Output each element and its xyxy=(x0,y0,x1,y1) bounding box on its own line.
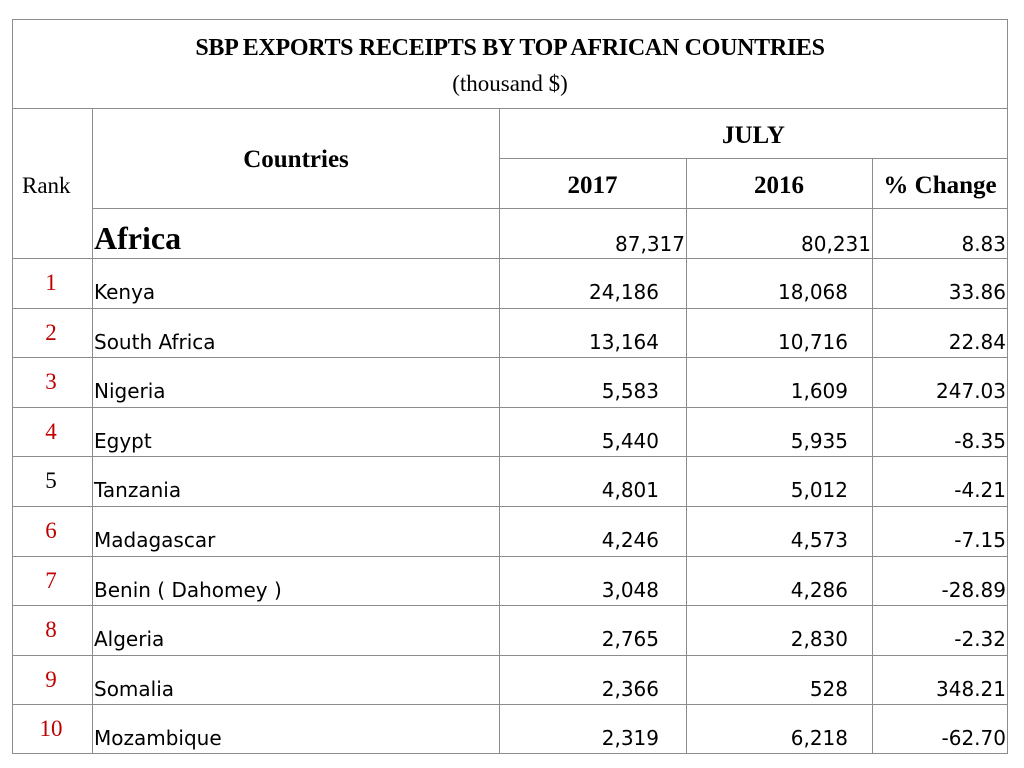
row-rank: 4 xyxy=(45,419,57,444)
year-2016-header: 2016 xyxy=(754,172,804,199)
row-2017: 4,246 xyxy=(601,528,659,552)
countries-column-divider xyxy=(499,108,500,754)
row-2016: 4,573 xyxy=(790,528,848,552)
row-2016: 2,830 xyxy=(790,627,848,651)
row-2017: 3,048 xyxy=(601,578,659,602)
row-rank: 10 xyxy=(39,716,63,741)
row-2017: 24,186 xyxy=(589,280,659,304)
row-rank: 8 xyxy=(45,617,57,642)
row-change: -4.21 xyxy=(954,478,1006,502)
period-header: JULY xyxy=(722,122,785,149)
rank-column-divider xyxy=(92,108,93,754)
row-country: South Africa xyxy=(94,330,216,354)
row-change: 348.21 xyxy=(936,677,1006,701)
row-change: 247.03 xyxy=(936,379,1006,403)
row-2017: 2,319 xyxy=(601,726,659,750)
row-country: Egypt xyxy=(94,429,152,453)
table-frame xyxy=(12,19,1008,754)
row-country: Kenya xyxy=(94,280,156,304)
row-rank: 6 xyxy=(45,518,57,543)
row-divider xyxy=(12,456,1008,457)
row-country: Algeria xyxy=(94,627,165,651)
row-divider xyxy=(12,605,1008,606)
row-2017: 13,164 xyxy=(589,330,659,354)
july-divider xyxy=(499,158,1008,159)
row-divider xyxy=(12,407,1008,408)
row-2017: 2,366 xyxy=(601,677,659,701)
row-divider xyxy=(12,655,1008,656)
row-divider xyxy=(12,258,1008,259)
row-2016: 18,068 xyxy=(778,280,848,304)
row-divider xyxy=(12,704,1008,705)
table-title: SBP EXPORTS RECEIPTS BY TOP AFRICAN COUN… xyxy=(195,35,825,61)
row-change: -8.35 xyxy=(954,429,1006,453)
total-2016: 80,231 xyxy=(801,232,871,256)
row-divider xyxy=(12,556,1008,557)
row-2017: 5,440 xyxy=(601,429,659,453)
year-2017-header: 2017 xyxy=(567,172,618,199)
row-change: -2.32 xyxy=(954,627,1006,651)
header-divider xyxy=(92,208,1008,209)
total-2017: 87,317 xyxy=(615,232,685,256)
row-2016: 1,609 xyxy=(790,379,848,403)
total-label: Africa xyxy=(94,220,182,256)
row-2016: 10,716 xyxy=(778,330,848,354)
row-rank: 9 xyxy=(45,667,57,692)
row-2017: 2,765 xyxy=(601,627,659,651)
row-country: Nigeria xyxy=(94,379,166,403)
row-rank: 5 xyxy=(45,468,57,493)
row-2017: 5,583 xyxy=(601,379,659,403)
rank-header: Rank xyxy=(22,173,71,198)
countries-header: Countries xyxy=(243,146,349,173)
row-country: Mozambique xyxy=(94,726,222,750)
row-change: -7.15 xyxy=(954,528,1006,552)
row-country: Somalia xyxy=(94,677,175,701)
row-change: 33.86 xyxy=(948,280,1006,304)
total-change: 8.83 xyxy=(961,232,1006,256)
row-country: Tanzania xyxy=(94,478,182,502)
row-2016: 528 xyxy=(809,677,848,701)
row-rank: 7 xyxy=(45,568,57,593)
row-2016: 4,286 xyxy=(790,578,848,602)
row-rank: 3 xyxy=(45,369,57,394)
row-divider xyxy=(12,506,1008,507)
row-change: -62.70 xyxy=(941,726,1006,750)
row-2016: 6,218 xyxy=(790,726,848,750)
table-subtitle: (thousand $) xyxy=(452,71,568,96)
row-change: -28.89 xyxy=(941,578,1006,602)
row-country: Benin ( Dahomey ) xyxy=(94,578,282,602)
row-rank: 1 xyxy=(45,270,57,295)
row-2016: 5,012 xyxy=(790,478,848,502)
row-country: Madagascar xyxy=(94,528,216,552)
row-rank: 2 xyxy=(45,320,57,345)
title-divider xyxy=(12,108,1008,109)
table-title-block: SBP EXPORTS RECEIPTS BY TOP AFRICAN COUN… xyxy=(12,19,1008,109)
row-2016: 5,935 xyxy=(790,429,848,453)
row-2017: 4,801 xyxy=(601,478,659,502)
row-change: 22.84 xyxy=(948,330,1006,354)
row-divider xyxy=(12,308,1008,309)
row-divider xyxy=(12,357,1008,358)
change-header: % Change xyxy=(883,172,997,199)
